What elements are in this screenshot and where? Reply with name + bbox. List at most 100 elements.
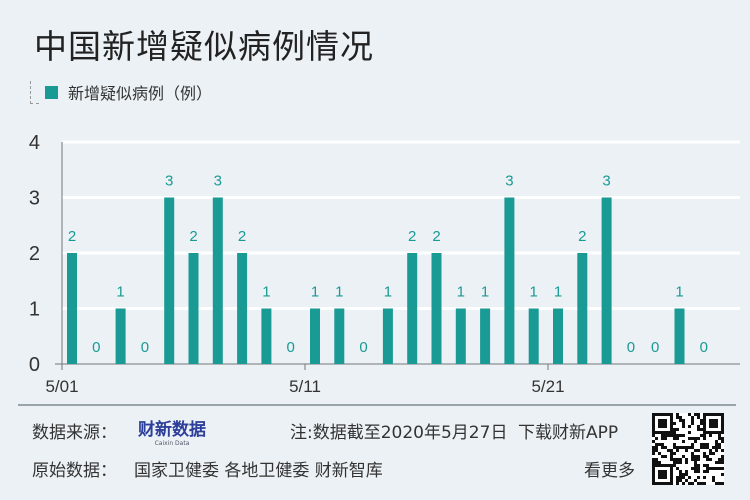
qr-module (670, 422, 673, 425)
data-label: 0 (141, 339, 149, 356)
bar (382, 308, 393, 364)
y-tick-label: 0 (29, 354, 40, 376)
qr-module (661, 425, 664, 428)
bar (237, 253, 248, 364)
qr-module (682, 434, 685, 437)
qr-module (664, 413, 667, 416)
qr-module (679, 419, 682, 422)
data-label: 2 (408, 228, 416, 245)
qr-module (694, 467, 697, 470)
qr-module (721, 461, 724, 464)
qr-module (655, 458, 658, 461)
legend-bracket (30, 80, 39, 104)
qr-module (661, 470, 664, 473)
qr-module (676, 437, 679, 440)
caixin-data-logo: 财新数据 Caixin Data (138, 420, 206, 447)
bar (674, 308, 685, 364)
see-more-link[interactable]: 看更多 (584, 461, 635, 481)
qr-module (682, 422, 685, 425)
qr-module (703, 428, 706, 431)
qr-module (712, 479, 715, 482)
qr-module (709, 434, 712, 437)
qr-module (691, 482, 694, 485)
qr-module (706, 470, 709, 473)
qr-module (697, 428, 700, 431)
qr-module (721, 458, 724, 461)
qr-module (661, 446, 664, 449)
qr-module (721, 413, 724, 416)
qr-module (670, 470, 673, 473)
qr-module (703, 419, 706, 422)
qr-module (691, 455, 694, 458)
qr-module (712, 446, 715, 449)
qr-module (706, 443, 709, 446)
qr-module (694, 461, 697, 464)
qr-module (721, 467, 724, 470)
qr-module (718, 461, 721, 464)
qr-module (709, 467, 712, 470)
qr-module (709, 431, 712, 434)
qr-module (715, 446, 718, 449)
qr-module (697, 476, 700, 479)
data-label: 1 (335, 284, 343, 301)
qr-module (667, 431, 670, 434)
qr-module (703, 434, 706, 437)
qr-module (661, 431, 664, 434)
qr-module (718, 434, 721, 437)
qr-code[interactable] (652, 413, 724, 485)
qr-module (655, 443, 658, 446)
qr-module (652, 440, 655, 443)
qr-module (703, 476, 706, 479)
qr-module (697, 425, 700, 428)
qr-module (706, 464, 709, 467)
qr-module (652, 416, 655, 419)
qr-module (658, 443, 661, 446)
qr-module (709, 419, 712, 422)
qr-module (670, 416, 673, 419)
qr-module (703, 482, 706, 485)
bar (504, 197, 515, 364)
bar (553, 308, 563, 364)
qr-module (685, 473, 688, 476)
qr-module (652, 461, 655, 464)
qr-module (652, 473, 655, 476)
qr-module (661, 434, 664, 437)
data-label: 3 (165, 173, 173, 190)
qr-module (658, 413, 661, 416)
qr-module (700, 434, 703, 437)
qr-module (709, 452, 712, 455)
bar (455, 308, 466, 364)
qr-module (676, 446, 679, 449)
qr-module (706, 467, 709, 470)
qr-module (703, 422, 706, 425)
qr-module (652, 464, 655, 467)
qr-module (658, 464, 661, 467)
download-app-link[interactable]: 下载财新APP (518, 423, 619, 443)
qr-module (655, 449, 658, 452)
qr-module (670, 431, 673, 434)
qr-module (670, 467, 673, 470)
qr-module (658, 470, 661, 473)
qr-module (682, 455, 685, 458)
qr-module (655, 482, 658, 485)
data-note: 注:数据截至2020年5月27日 (290, 423, 508, 443)
qr-module (700, 446, 703, 449)
qr-module (670, 458, 673, 461)
qr-module (712, 413, 715, 416)
qr-module (682, 425, 685, 428)
bar (67, 253, 77, 364)
qr-module (658, 452, 661, 455)
qr-module (664, 431, 667, 434)
qr-module (688, 413, 691, 416)
qr-module (679, 473, 682, 476)
qr-module (703, 437, 706, 440)
qr-module (652, 482, 655, 485)
qr-module (715, 467, 718, 470)
chart-title: 中国新增疑似病例情况 (34, 27, 374, 66)
legend-label: 新增疑似病例（例） (68, 84, 213, 103)
qr-module (694, 449, 697, 452)
qr-module (718, 482, 721, 485)
qr-module (715, 443, 718, 446)
data-label: 1 (530, 284, 538, 301)
qr-module (715, 413, 718, 416)
